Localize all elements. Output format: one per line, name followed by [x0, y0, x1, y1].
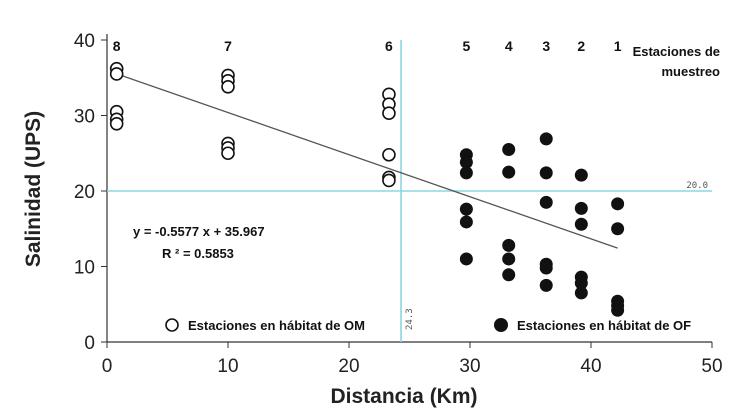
data-point-of — [459, 252, 473, 266]
legend-om-label: Estaciones en hábitat de OM — [188, 318, 365, 333]
data-point-of — [539, 261, 553, 275]
data-point-of — [574, 201, 588, 215]
x-tick-label: 10 — [217, 356, 238, 377]
x-tick-label: 20 — [338, 356, 359, 377]
legend-of-label: Estaciones en hábitat de OF — [517, 318, 691, 333]
data-point-of — [539, 166, 553, 180]
reference-label-horizontal: 20.0 — [686, 181, 708, 191]
data-point-of — [502, 252, 516, 266]
y-axis-title: Salinidad (UPS) — [22, 111, 45, 267]
data-point-of — [502, 268, 516, 282]
data-point-om — [382, 106, 396, 121]
data-point-of — [502, 142, 516, 156]
data-point-om — [109, 67, 124, 81]
data-point-of — [539, 278, 553, 292]
regression-equation: y = -0.5577 x + 35.967 — [133, 224, 265, 239]
data-point-of — [459, 166, 473, 180]
plot-area — [106, 34, 712, 343]
legend-om: Estaciones en hábitat de OM — [165, 318, 365, 333]
legend-of: Estaciones en hábitat de OF — [494, 318, 691, 333]
legend-om-marker — [165, 318, 179, 332]
stations-title-line-2: muestreo — [661, 64, 720, 79]
axis-ticks: 0 10 20 30 40 50 0 10 20 30 40 — [74, 31, 723, 377]
y-tick-label: 10 — [74, 258, 95, 279]
station-number: 4 — [505, 38, 513, 54]
data-point-of — [574, 276, 588, 290]
x-axis-title: Distancia (Km) — [330, 385, 477, 408]
y-tick-label: 20 — [74, 182, 95, 203]
data-point-of — [574, 168, 588, 182]
regression-line — [116, 73, 618, 249]
data-point-of — [574, 217, 588, 231]
x-tick-label: 40 — [580, 356, 601, 377]
data-point-of — [611, 303, 625, 317]
data-points — [109, 61, 625, 317]
legend-of-marker — [494, 318, 508, 332]
stations-title-line-1: Estaciones de — [633, 44, 720, 59]
data-point-om — [382, 147, 396, 162]
reference-label-vertical: 24.3 — [405, 308, 415, 330]
station-number: 3 — [542, 38, 550, 54]
data-point-of — [539, 132, 553, 146]
data-point-of — [574, 286, 588, 300]
x-tick-label: 30 — [459, 356, 480, 377]
x-tick-label: 50 — [701, 356, 722, 377]
data-point-of — [611, 222, 625, 236]
y-tick-label: 40 — [74, 31, 95, 52]
data-point-om — [221, 146, 235, 161]
x-tick-label: 0 — [102, 356, 113, 377]
data-point-of — [459, 202, 473, 216]
regression-line-group — [116, 73, 618, 249]
data-point-of — [459, 215, 473, 229]
station-number: 5 — [462, 38, 470, 54]
data-point-om — [382, 173, 396, 188]
data-point-of — [502, 238, 516, 252]
y-tick-label: 30 — [74, 107, 95, 128]
data-point-of — [502, 165, 516, 179]
station-number: 6 — [385, 38, 393, 54]
y-tick-label: 0 — [84, 333, 95, 354]
data-point-om — [109, 117, 124, 131]
r-squared-label: R ² = 0.5853 — [162, 246, 234, 261]
station-number: 7 — [224, 38, 232, 54]
data-point-of — [539, 195, 553, 209]
data-point-of — [611, 197, 625, 211]
station-number: 1 — [614, 38, 622, 54]
data-point-of — [459, 155, 473, 169]
station-number: 2 — [577, 38, 585, 54]
station-labels: 8 7 6 5 4 3 2 1 — [113, 38, 622, 54]
station-number: 8 — [113, 38, 121, 54]
reference-lines: 20.0 24.3 — [107, 40, 712, 342]
data-point-om — [221, 80, 235, 94]
